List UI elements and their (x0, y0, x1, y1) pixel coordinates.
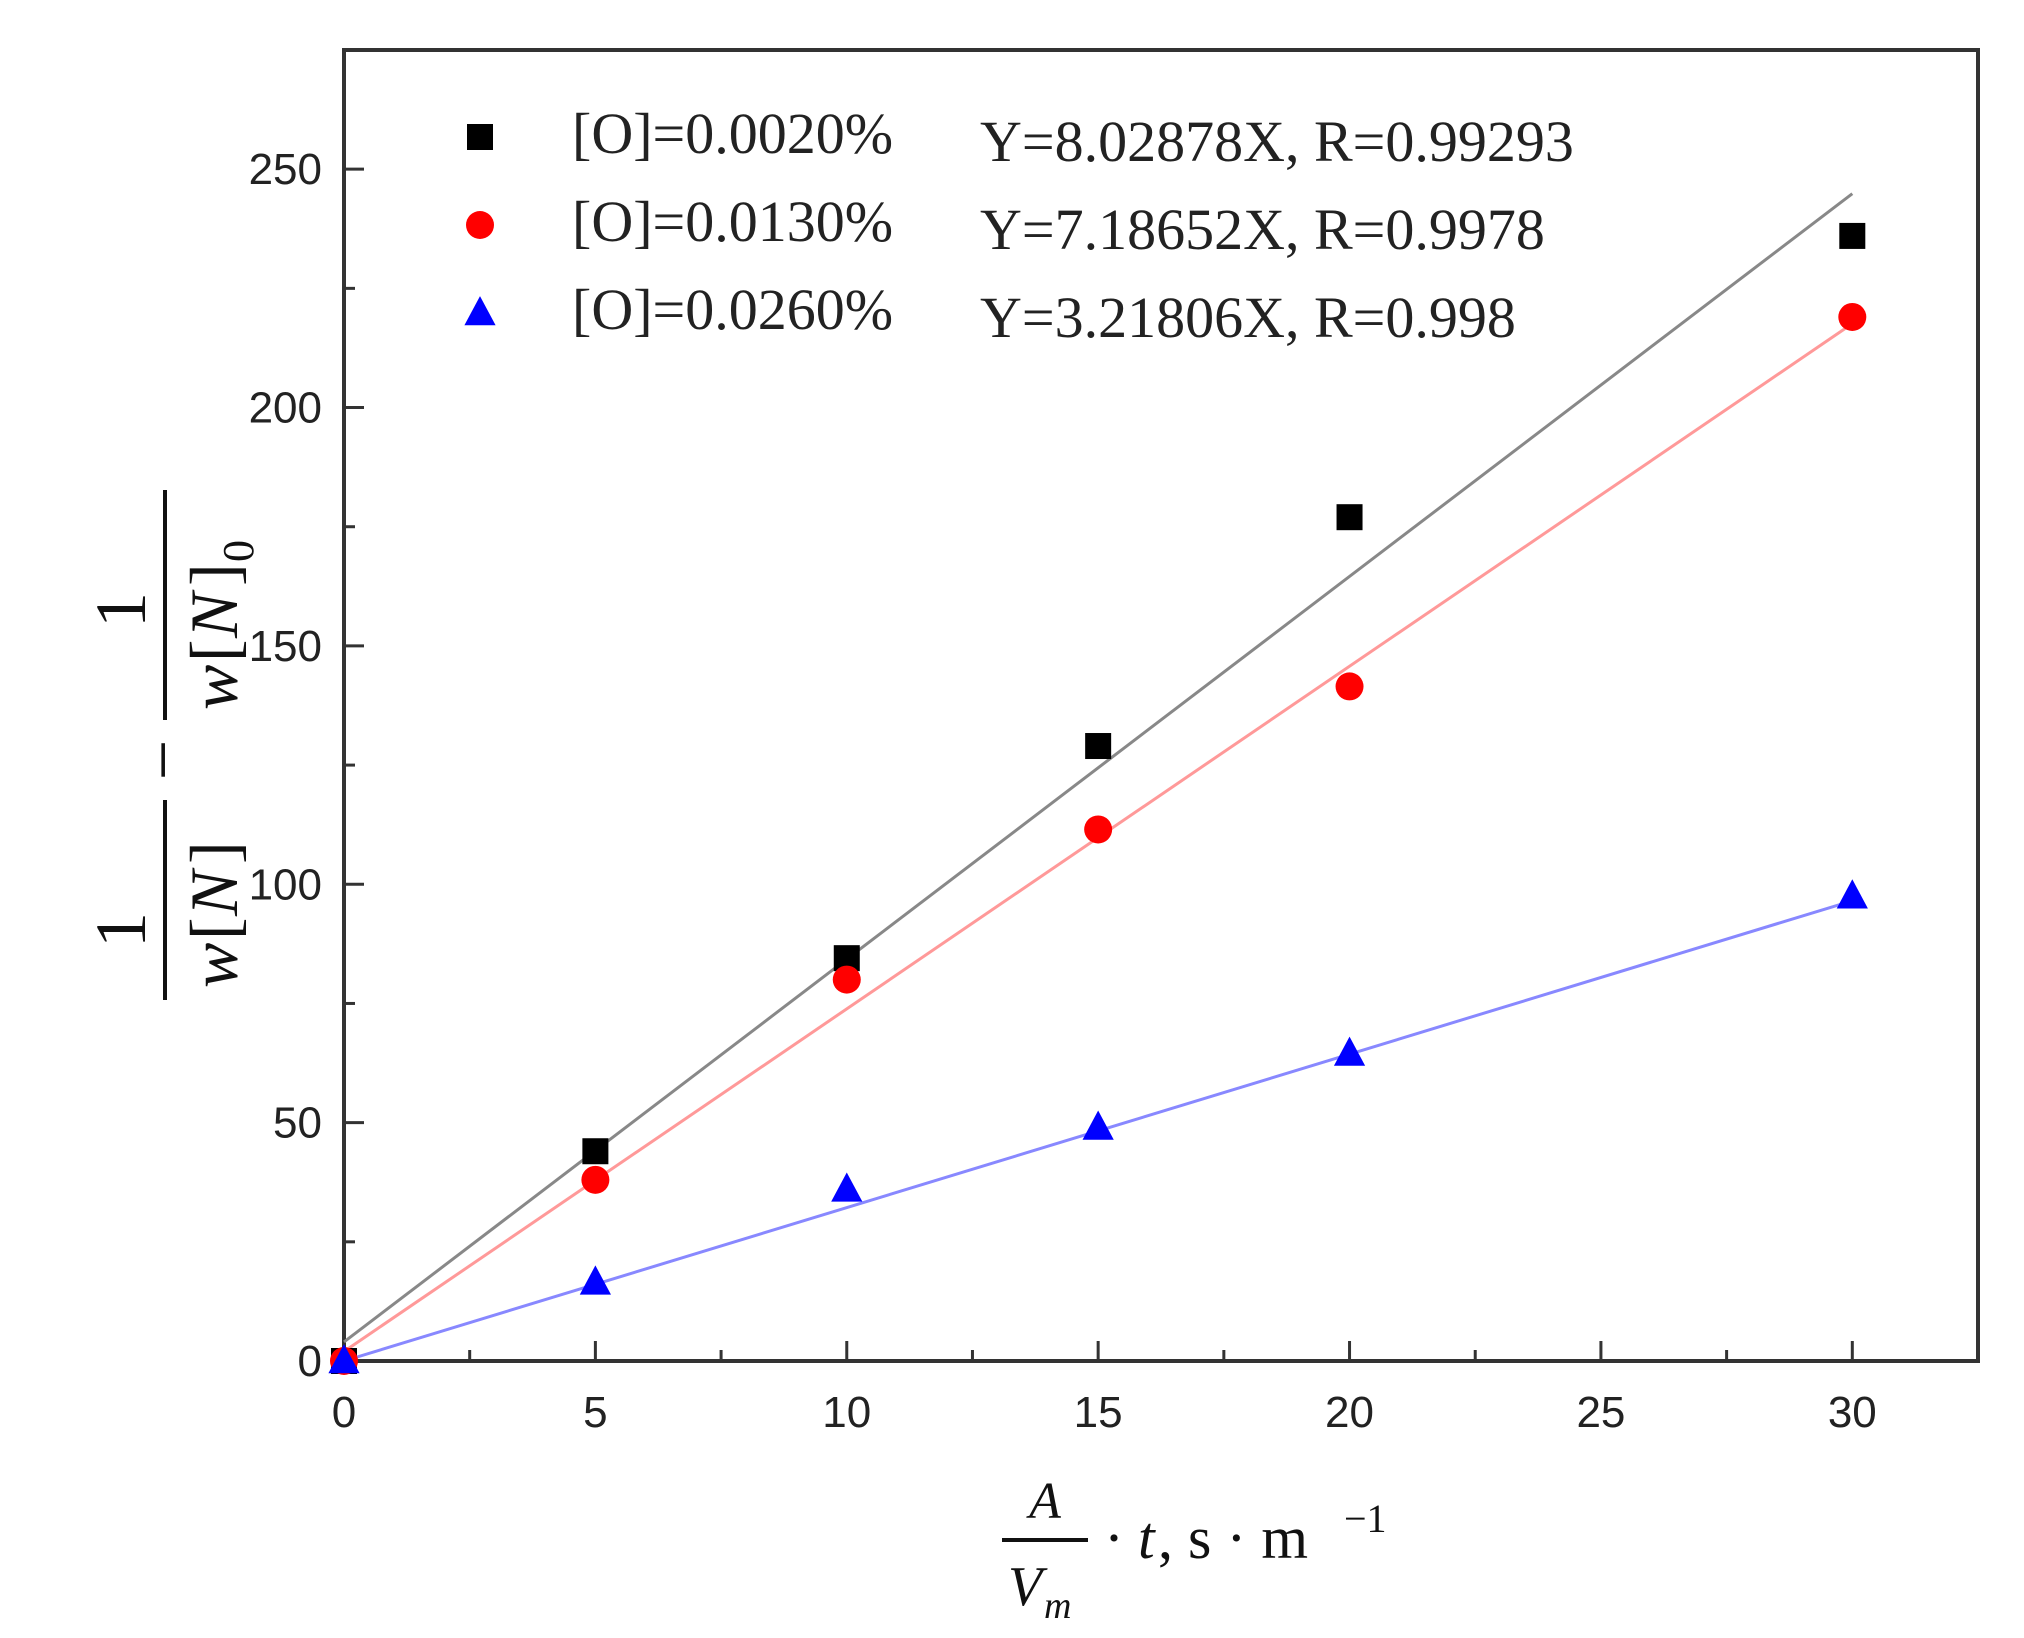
y-tick-label: 100 (249, 860, 322, 909)
fit-lines (343, 192, 1854, 1363)
legend-marker (464, 296, 496, 326)
y-tick-label: 0 (298, 1337, 322, 1386)
data-point (832, 965, 861, 994)
y-label-denominator-w-2: w (176, 665, 252, 710)
legend-equation: Y=8.02878X, R=0.99293 (980, 109, 1574, 174)
x-label-denominator: V (1008, 1556, 1048, 1618)
data-point (579, 1265, 611, 1295)
y-tick-label: 200 (249, 384, 322, 433)
data-point (1836, 879, 1868, 909)
y-label-numerator-1: 1 (81, 912, 161, 948)
plot-frame (342, 48, 1980, 1363)
data-point (1084, 815, 1113, 844)
legend-marker (466, 211, 494, 239)
fit-line (343, 192, 1854, 1344)
y-label-bracket-close-2: ] (176, 563, 252, 586)
legend-equation: Y=7.18652X, R=0.9978 (980, 197, 1545, 262)
x-label-denominator-subscript: m (1044, 1585, 1071, 1627)
data-point (1335, 672, 1364, 701)
x-label-numerator: A (1026, 1473, 1061, 1530)
data-point (831, 1172, 863, 1202)
x-tick-label: 5 (583, 1388, 607, 1437)
x-label-t: t (1138, 1505, 1156, 1571)
y-label-subscript-zero: 0 (214, 540, 263, 562)
y-label-bracket-open-1: [ (176, 917, 252, 940)
y-tick-label: 250 (249, 145, 322, 194)
y-label-bracket-open-2: [ (176, 639, 252, 662)
y-tick-label: 50 (273, 1099, 322, 1148)
x-tick-label: 10 (822, 1388, 871, 1437)
legend-label: [O]=0.0130% (572, 189, 893, 254)
x-tick-label: 20 (1325, 1388, 1374, 1437)
data-point (1839, 222, 1866, 249)
legend-label: [O]=0.0020% (572, 101, 893, 166)
y-label-numerator-2: 1 (81, 592, 161, 628)
y-label-denominator-n-1: N (176, 867, 252, 917)
data-point (582, 1138, 609, 1165)
y-label-bracket-close-1: ] (176, 841, 252, 864)
x-label-units-exponent: −1 (1344, 1496, 1387, 1541)
legend-label: [O]=0.0260% (572, 277, 893, 342)
data-point (328, 1344, 360, 1374)
data-point (1082, 1110, 1114, 1140)
x-label-dot: · (1104, 1505, 1124, 1571)
data-markers (328, 222, 1868, 1375)
x-tick-label: 15 (1074, 1388, 1123, 1437)
legend: [O]=0.0020% Y=8.02878X, R=0.99293 [O]=0.01… (464, 101, 1574, 350)
x-label-units: , s · m (1158, 1505, 1308, 1571)
legend-equation: Y=3.21806X, R=0.998 (980, 285, 1516, 350)
x-tick-label: 25 (1576, 1388, 1625, 1437)
y-tick-label: 150 (249, 622, 322, 671)
x-tick-label: 30 (1828, 1388, 1877, 1437)
y-axis-label: 1 w [ N ] − 1 w [ N ] 0 (81, 490, 263, 1000)
y-label-minus: − (123, 740, 203, 781)
data-point (1336, 504, 1363, 531)
data-point (1085, 733, 1112, 760)
axis-ticks: 0 5 10 15 20 25 30 0 50 100 150 200 250 (249, 145, 1877, 1437)
x-tick-label: 0 (332, 1388, 356, 1437)
y-label-denominator-w-1: w (176, 943, 252, 988)
data-point (581, 1165, 610, 1194)
legend-marker (467, 124, 493, 150)
data-point (1838, 302, 1867, 331)
x-axis-label: A V m · t , s · m −1 (1002, 1473, 1387, 1627)
y-label-denominator-n-2: N (176, 589, 252, 639)
data-point (1333, 1036, 1366, 1066)
